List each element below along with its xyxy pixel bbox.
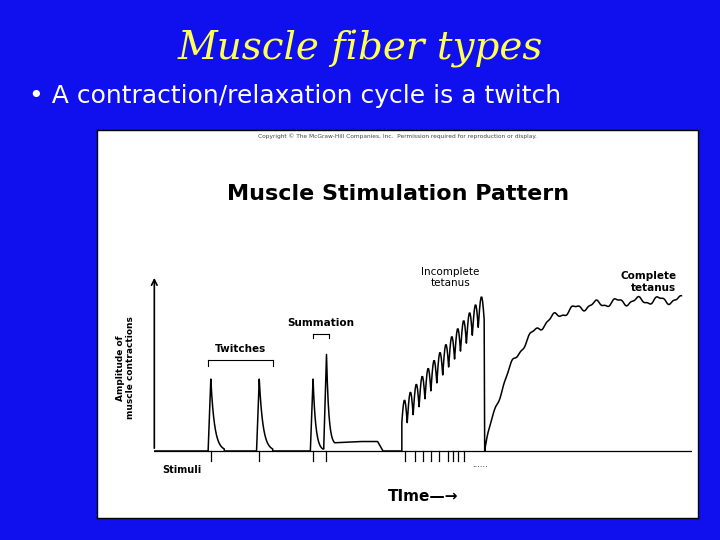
Text: Twitches: Twitches — [215, 345, 266, 354]
Text: Summation: Summation — [287, 318, 355, 328]
Text: Incomplete
tetanus: Incomplete tetanus — [421, 267, 480, 288]
Text: • A contraction/relaxation cycle is a twitch: • A contraction/relaxation cycle is a tw… — [29, 84, 561, 107]
Text: TIme—→: TIme—→ — [388, 489, 459, 503]
Text: Stimuli: Stimuli — [163, 465, 202, 475]
Text: Muscle Stimulation Pattern: Muscle Stimulation Pattern — [227, 184, 569, 204]
Text: Copyright © The McGraw-Hill Companies, Inc.  Permission required for reproductio: Copyright © The McGraw-Hill Companies, I… — [258, 133, 537, 139]
Text: ......: ...... — [472, 460, 487, 469]
Text: Amplitude of
muscle contractions: Amplitude of muscle contractions — [116, 316, 135, 419]
Text: Complete
tetanus: Complete tetanus — [620, 271, 676, 293]
Text: Muscle fiber types: Muscle fiber types — [177, 30, 543, 68]
